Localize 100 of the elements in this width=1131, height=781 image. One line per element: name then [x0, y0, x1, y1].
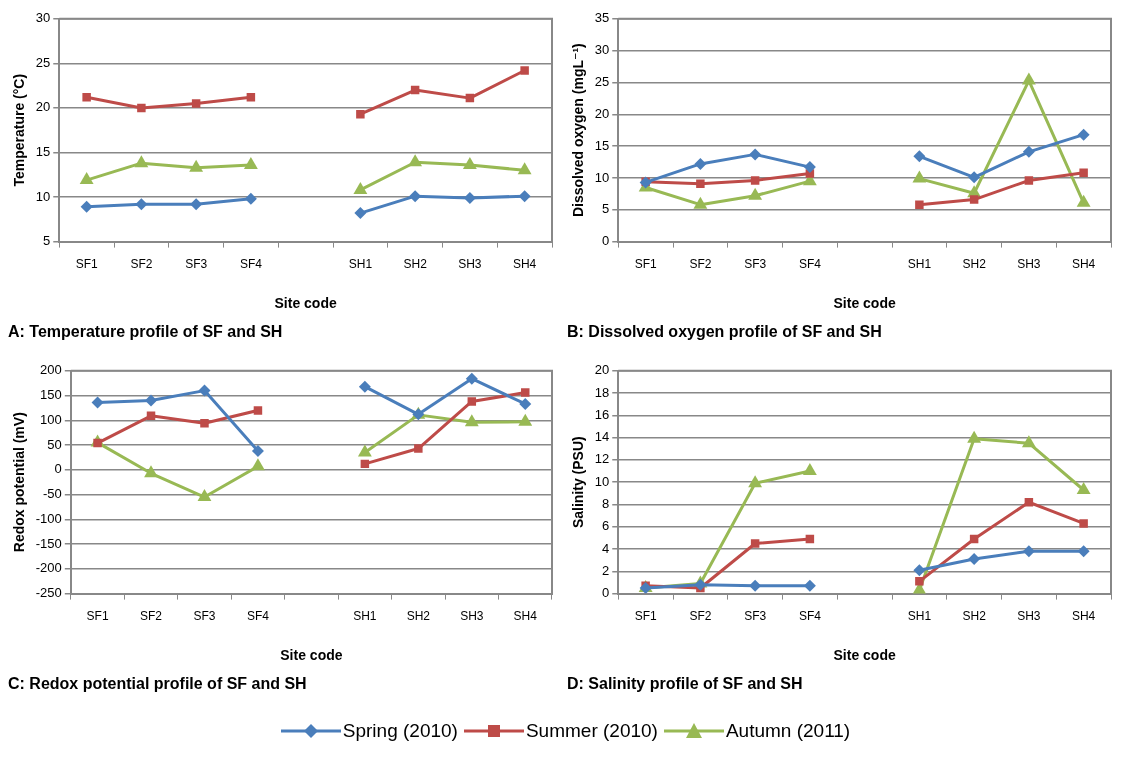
point: [1021, 72, 1036, 85]
point: [79, 172, 94, 185]
point: [967, 430, 982, 443]
x-tick-label: SH3: [1017, 609, 1041, 624]
point: [913, 150, 926, 163]
point: [748, 475, 763, 488]
x-tick-label: SH3: [1017, 257, 1041, 272]
point: [749, 148, 762, 161]
x-tick-label: SF1: [86, 609, 109, 624]
y-tick-label: 10: [594, 473, 610, 489]
point: [137, 103, 146, 113]
x-tick-label: SH1: [907, 257, 932, 272]
y-tick-label: -100: [35, 510, 62, 526]
x-tick-label: SF1: [634, 609, 657, 624]
x-tick-label: SF3: [185, 257, 208, 272]
point: [693, 196, 708, 209]
y-tick-label: 50: [47, 436, 62, 452]
point: [518, 413, 533, 426]
point: [135, 198, 148, 211]
point: [696, 179, 705, 188]
point: [93, 438, 102, 448]
point: [1077, 128, 1090, 141]
point: [968, 553, 981, 566]
point: [912, 170, 927, 183]
y-tick-label: 4: [602, 540, 610, 556]
point: [913, 564, 926, 577]
point: [915, 577, 924, 586]
point: [91, 396, 104, 409]
point: [748, 187, 763, 200]
point: [517, 162, 532, 175]
text: D: Salinity profile of SF and SH: [567, 674, 803, 692]
point: [968, 171, 981, 184]
y-tick-label: 5: [602, 201, 610, 217]
x-tick-label: SF1: [634, 257, 657, 272]
x-tick-label: SH2: [962, 257, 987, 272]
point: [467, 397, 477, 406]
x-tick-label: SF4: [239, 257, 263, 272]
point: [80, 200, 93, 213]
y-tick-label: 100: [40, 411, 62, 427]
y-tick-label: 10: [35, 188, 51, 204]
y-tick-label: 30: [594, 42, 610, 58]
y-tick-label: 12: [594, 451, 610, 467]
point: [251, 458, 265, 471]
y-tick-label: 6: [602, 518, 610, 534]
point: [519, 397, 532, 410]
x-tick-label: SF4: [798, 257, 822, 272]
y-tick-label: 0: [602, 233, 610, 249]
point: [408, 154, 423, 167]
point: [414, 444, 423, 453]
point: [243, 156, 258, 169]
point: [1022, 545, 1035, 558]
point: [1021, 435, 1036, 448]
y-tick-label: 2: [602, 562, 610, 578]
x-axis-title: Site code: [833, 295, 896, 312]
y-axis-title: Dissolved oxygen (mgL⁻¹): [570, 43, 587, 218]
y-tick-label: 14: [594, 429, 610, 445]
y-tick-label: 25: [594, 74, 610, 90]
point: [1076, 194, 1091, 207]
point: [1079, 168, 1088, 178]
point: [134, 155, 149, 168]
x-tick-label: SH1: [353, 609, 377, 624]
point: [1079, 519, 1088, 528]
x-tick-label: SF3: [744, 257, 767, 272]
point: [197, 489, 212, 502]
y-tick-label: -250: [35, 585, 62, 601]
point: [1022, 145, 1035, 158]
point: [1077, 545, 1090, 558]
text: B: Dissolved oxygen profile of SF and SH: [567, 322, 882, 340]
point: [465, 372, 478, 385]
x-tick-label: SH3: [458, 257, 482, 272]
point: [464, 414, 479, 427]
text: A: Temperature profile of SF and SH: [8, 322, 283, 340]
legend-label: Autumn (2011): [725, 720, 851, 742]
x-tick-label: SF1: [75, 257, 98, 272]
y-tick-label: 20: [35, 99, 51, 115]
point: [356, 109, 365, 119]
x-tick-label: SF2: [130, 257, 153, 272]
point: [189, 159, 204, 172]
y-tick-label: 35: [594, 10, 610, 26]
y-tick-label: 200: [40, 362, 62, 378]
y-axis-title: Salinity (PSU): [570, 436, 587, 529]
y-tick-label: 30: [35, 10, 51, 26]
y-tick-label: 5: [43, 233, 51, 249]
x-tick-label: SH4: [512, 257, 537, 272]
point: [191, 99, 201, 108]
x-tick-label: SH2: [406, 609, 431, 624]
x-axis-title: Site code: [833, 647, 896, 664]
point: [200, 419, 209, 428]
text: C: Redox potential profile of SF and SH: [8, 674, 307, 692]
point: [82, 92, 91, 102]
y-tick-label: 8: [602, 496, 610, 512]
point: [357, 444, 372, 457]
point: [251, 445, 264, 458]
x-tick-label: SF4: [798, 609, 822, 624]
point: [144, 465, 158, 478]
point: [694, 157, 707, 170]
point: [969, 195, 979, 204]
x-tick-label: SH1: [348, 257, 373, 272]
y-tick-label: 20: [594, 105, 610, 121]
point: [750, 539, 760, 548]
